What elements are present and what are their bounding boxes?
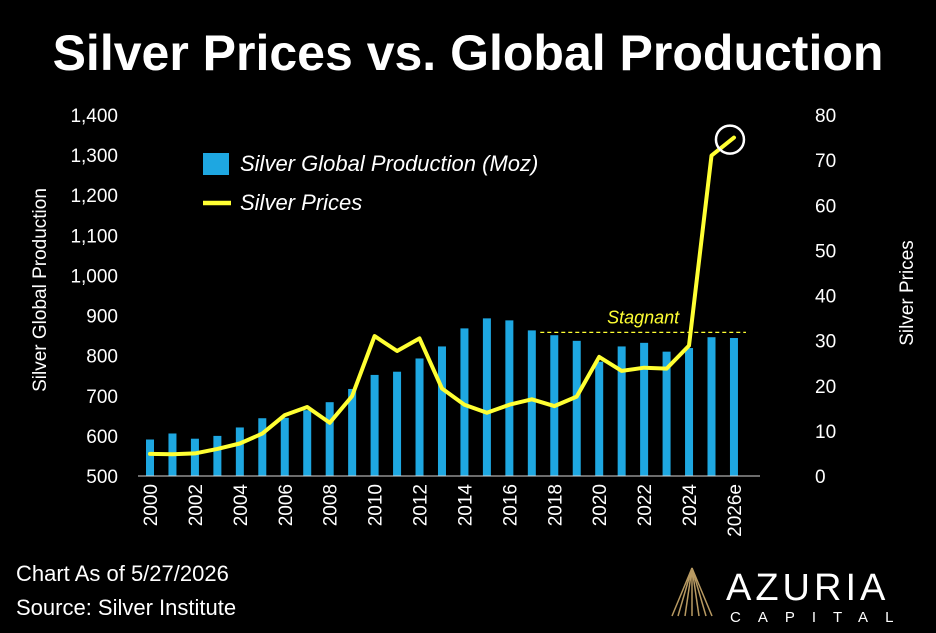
price-line (148, 124, 746, 457)
highlight-circle (714, 124, 746, 155)
y-tick-label: 1,300 (70, 146, 118, 167)
y2-tick-label: 20 (815, 377, 836, 398)
stagnant-annotation: Stagnant (540, 307, 746, 334)
bar (460, 328, 469, 476)
bar (729, 338, 738, 476)
bar (437, 346, 446, 476)
x-tick-label: 2014 (455, 484, 476, 527)
left-axis: 500 600 700 800 900 1,000 1,100 1,200 1,300 1,400 (70, 106, 118, 488)
bar (325, 402, 334, 476)
chart: 5006007008009001,0001,1001,2001,3001,400… (30, 106, 918, 537)
bar (370, 374, 379, 476)
bar (235, 427, 244, 476)
legend-label-prices: Silver Prices (240, 190, 362, 215)
legend-label-production: Silver Global Production (Moz) (240, 151, 538, 176)
stagnant-label: Stagnant (607, 307, 680, 327)
y-axis-label: Silver Global Production (30, 188, 51, 392)
y2-axis-label: Silver Prices (897, 240, 918, 346)
legend: Silver Global Production (Moz) Silver Pri… (203, 151, 538, 215)
logo-subtitle: CAPITAL (730, 609, 910, 626)
source-note: Source: Silver Institute (16, 595, 237, 620)
bar (505, 320, 514, 476)
y2-tick-label: 40 (815, 287, 836, 308)
x-tick-label: 2020 (590, 484, 611, 526)
y-tick-label: 1,000 (70, 266, 118, 287)
bar (190, 438, 199, 476)
company-logo: AZURIA CAPITAL (671, 567, 910, 626)
y2-tick-label: 0 (815, 467, 826, 488)
y-tick-label: 1,400 (70, 106, 118, 127)
y-tick-label: 500 (86, 467, 118, 488)
x-tick-label: 2016 (500, 484, 521, 526)
x-tick-label: 2008 (321, 484, 342, 526)
bar (482, 318, 491, 476)
x-tick-label: 2010 (366, 484, 387, 526)
x-tick-label: 2024 (680, 484, 701, 527)
y2-tick-label: 30 (815, 332, 836, 353)
bar (415, 358, 424, 476)
as-of-note: Chart As of 5/27/2026 (16, 561, 229, 586)
x-tick-label: 2018 (545, 484, 566, 526)
right-axis: 0 10 20 30 40 50 60 70 80 (815, 106, 836, 488)
bar (595, 361, 604, 476)
y-tick-label: 700 (86, 387, 118, 408)
bar (662, 351, 671, 476)
bar (393, 371, 402, 476)
bar (527, 330, 536, 476)
bar (213, 435, 222, 476)
y2-tick-label: 10 (815, 422, 836, 443)
x-tick-label: 2002 (186, 484, 207, 526)
y-tick-label: 600 (86, 427, 118, 448)
logo-name: AZURIA (726, 567, 889, 609)
x-tick-label: 2026e (725, 484, 746, 537)
x-axis: 2000 2002 2004 2006 2008 2010 2012 2014 2016 2018… (138, 475, 760, 537)
bar (617, 346, 626, 476)
y2-tick-label: 70 (815, 151, 836, 172)
x-tick-label: 2012 (411, 484, 432, 526)
bar (258, 418, 267, 476)
price-series-line (148, 135, 736, 457)
y-tick-label: 1,100 (70, 226, 118, 247)
bar (280, 417, 289, 476)
bar (707, 337, 716, 476)
chart-title: Silver Prices vs. Global Production (52, 25, 884, 81)
y2-tick-label: 50 (815, 241, 836, 262)
x-tick-label: 2004 (231, 484, 252, 527)
x-tick-label: 2000 (141, 484, 162, 526)
bar (303, 410, 312, 476)
bar (685, 348, 694, 476)
y2-tick-label: 80 (815, 106, 836, 127)
x-tick-label: 2022 (635, 484, 656, 526)
bar (348, 388, 357, 476)
logo-mark-icon (671, 567, 713, 617)
bar (640, 342, 649, 476)
y-tick-label: 900 (86, 307, 118, 328)
bar (146, 439, 154, 476)
y2-tick-label: 60 (815, 196, 836, 217)
x-tick-label: 2006 (276, 484, 297, 526)
production-bars (146, 318, 738, 476)
legend-swatch-production (203, 153, 229, 175)
y-tick-label: 1,200 (70, 186, 118, 207)
y-tick-label: 800 (86, 347, 118, 368)
bar (572, 340, 581, 476)
